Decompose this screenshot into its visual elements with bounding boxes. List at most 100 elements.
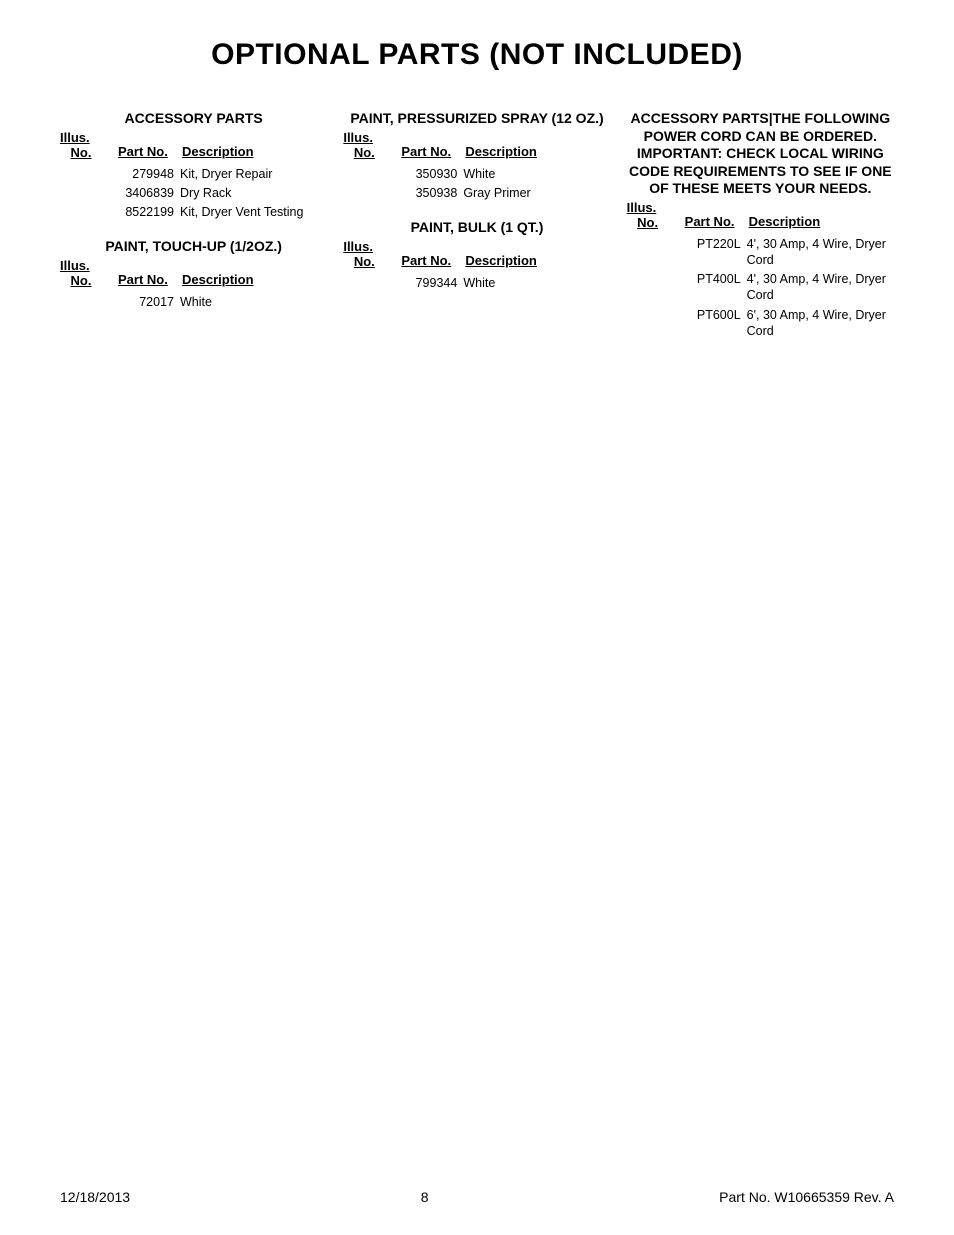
cell-gap [102, 166, 118, 182]
th-partno: Part No. [401, 253, 461, 269]
cell-description: Kit, Dryer Repair [178, 166, 327, 182]
th-partno: Part No. [118, 144, 178, 160]
th-illus: Illus.No. [60, 258, 102, 288]
cell-description: Gray Primer [461, 185, 610, 201]
column-3: ACCESSORY PARTS|THE FOLLOWING POWER CORD… [627, 110, 894, 357]
cell-illus [60, 294, 102, 310]
section: PAINT, TOUCH-UP (1/2OZ.) Illus.No. Part No… [60, 238, 327, 310]
table-row: PT220L4', 30 Amp, 4 Wire, Dryer Cord [627, 236, 894, 269]
th-illus-top: Illus. [627, 200, 669, 215]
th-illus-bot: No. [627, 215, 669, 230]
section-title: PAINT, TOUCH-UP (1/2OZ.) [60, 238, 327, 256]
cell-partno: 3406839 [118, 185, 178, 201]
section-title: PAINT, PRESSURIZED SPRAY (12 OZ.) [343, 110, 610, 128]
cell-partno: 799344 [401, 275, 461, 291]
footer-docref: Part No. W10665359 Rev. A [719, 1189, 894, 1205]
table-header: Illus.No. Part No.Description [343, 130, 610, 160]
cell-gap [385, 166, 401, 182]
section-title: ACCESSORY PARTS|THE FOLLOWING POWER CORD… [627, 110, 894, 198]
section: ACCESSORY PARTS Illus.No. Part No.Descript… [60, 110, 327, 220]
footer-date: 12/18/2013 [60, 1189, 130, 1205]
cell-partno: 350930 [401, 166, 461, 182]
cell-partno: 8522199 [118, 204, 178, 220]
cell-illus [343, 185, 385, 201]
table-row: PT400L4', 30 Amp, 4 Wire, Dryer Cord [627, 271, 894, 304]
cell-description: 6', 30 Amp, 4 Wire, Dryer Cord [745, 307, 894, 340]
footer-page-number: 8 [421, 1189, 429, 1205]
cell-illus [627, 236, 669, 269]
column-1: ACCESSORY PARTSIllus.No.Part No.Descript… [60, 110, 327, 328]
th-illus-bot: No. [343, 254, 385, 269]
column-2: PAINT, PRESSURIZED SPRAY (12 OZ.)Illus.N… [343, 110, 610, 309]
table-header: Illus.No.Part No.Description [627, 200, 894, 230]
cell-illus [343, 275, 385, 291]
cell-illus [60, 185, 102, 201]
rows: 799344White [343, 275, 610, 291]
th-description: Description [461, 144, 610, 160]
cell-illus [60, 166, 102, 182]
cell-gap [385, 185, 401, 201]
table-row: 8522199Kit, Dryer Vent Testing [60, 204, 327, 220]
cell-gap [102, 204, 118, 220]
cell-illus [627, 307, 669, 340]
th-partno: Part No. [401, 144, 461, 160]
table-header: Illus.No. Part No.Description [60, 258, 327, 288]
cell-partno: 279948 [118, 166, 178, 182]
th-illus: Illus.No. [60, 130, 102, 160]
page: OPTIONAL PARTS (NOT INCLUDED) ACCESSORY … [0, 0, 954, 1235]
section: PAINT, BULK (1 QT.) Illus.No. Part No.Desc… [343, 219, 610, 291]
section: ACCESSORY PARTS|THE FOLLOWING POWER CORD… [627, 110, 894, 339]
th-illus-bot: No. [60, 145, 102, 160]
table-row: PT600L6', 30 Amp, 4 Wire, Dryer Cord [627, 307, 894, 340]
th-illus: Illus.No. [343, 130, 385, 160]
cell-description: White [178, 294, 327, 310]
cell-description: 4', 30 Amp, 4 Wire, Dryer Cord [745, 271, 894, 304]
cell-gap [669, 236, 685, 269]
th-description: Description [461, 253, 610, 269]
cell-gap [102, 294, 118, 310]
table-header: Illus.No. Part No.Description [60, 130, 327, 160]
th-illus-top: Illus. [343, 239, 385, 254]
th-illus-bot: No. [343, 145, 385, 160]
cell-description: Kit, Dryer Vent Testing [178, 204, 327, 220]
cell-description: 4', 30 Amp, 4 Wire, Dryer Cord [745, 236, 894, 269]
table-row: 350930White [343, 166, 610, 182]
cell-partno: 350938 [401, 185, 461, 201]
table-row: 799344White [343, 275, 610, 291]
rows: 279948Kit, Dryer Repair3406839Dry Rack85… [60, 166, 327, 221]
th-illus-top: Illus. [60, 258, 102, 273]
table-row: 350938Gray Primer [343, 185, 610, 201]
rows: PT220L4', 30 Amp, 4 Wire, Dryer CordPT40… [627, 236, 894, 340]
th-description: Description [745, 214, 894, 230]
th-partno: Part No. [118, 272, 178, 288]
table-row: 3406839Dry Rack [60, 185, 327, 201]
th-description: Description [178, 144, 327, 160]
cell-illus [60, 204, 102, 220]
th-illus: Illus.No. [343, 239, 385, 269]
section-title: PAINT, BULK (1 QT.) [343, 219, 610, 237]
table-header: Illus.No. Part No.Description [343, 239, 610, 269]
cell-illus [627, 271, 669, 304]
table-row: 279948Kit, Dryer Repair [60, 166, 327, 182]
th-illus-top: Illus. [60, 130, 102, 145]
th-illus: Illus.No. [627, 200, 669, 230]
page-title: OPTIONAL PARTS (NOT INCLUDED) [60, 38, 894, 72]
table-row: 72017White [60, 294, 327, 310]
cell-gap [102, 185, 118, 201]
section: PAINT, PRESSURIZED SPRAY (12 OZ.) Illus.N… [343, 110, 610, 201]
cell-description: White [461, 166, 610, 182]
cell-gap [385, 275, 401, 291]
cell-partno: 72017 [118, 294, 178, 310]
cell-partno: PT220L [685, 236, 745, 269]
th-illus-top: Illus. [343, 130, 385, 145]
columns: ACCESSORY PARTSIllus.No.Part No.Descript… [60, 110, 894, 357]
section-title: ACCESSORY PARTS [60, 110, 327, 128]
cell-description: Dry Rack [178, 185, 327, 201]
th-description: Description [178, 272, 327, 288]
rows: 350930White350938Gray Primer [343, 166, 610, 202]
cell-description: White [461, 275, 610, 291]
cell-gap [669, 307, 685, 340]
cell-partno: PT400L [685, 271, 745, 304]
rows: 72017White [60, 294, 327, 310]
th-illus-bot: No. [60, 273, 102, 288]
